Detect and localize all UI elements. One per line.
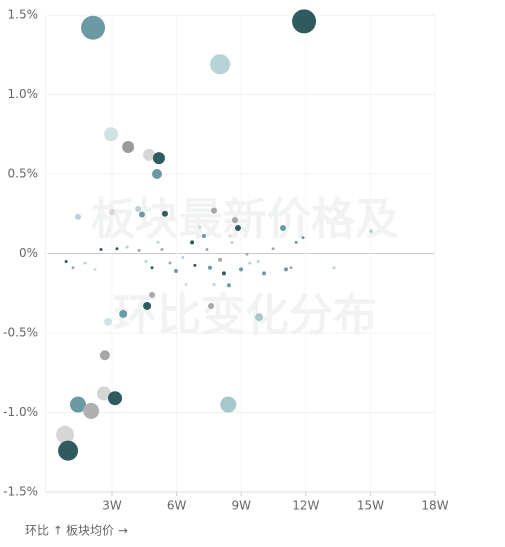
- bubble: [81, 15, 106, 40]
- bubble: [58, 440, 79, 461]
- bubble: [104, 317, 113, 326]
- bubble: [301, 236, 305, 240]
- bubble: [143, 301, 152, 310]
- bubble: [74, 213, 81, 220]
- bubble: [99, 350, 110, 361]
- bubble: [150, 266, 154, 270]
- bubble: [198, 225, 202, 229]
- bubble: [152, 169, 163, 179]
- bubble: [255, 313, 264, 322]
- bubble: [220, 396, 237, 413]
- bubble: [283, 267, 288, 272]
- y-tick-label: -1.5%: [3, 485, 38, 499]
- bubble: [64, 259, 68, 263]
- bubble: [115, 247, 119, 251]
- bubble: [152, 152, 165, 165]
- bubble: [168, 261, 172, 265]
- bubble: [208, 302, 215, 309]
- x-tick-label: 3W: [102, 499, 122, 513]
- bubble: [149, 291, 156, 298]
- bubble: [190, 240, 195, 245]
- bubble: [119, 309, 128, 318]
- bubble: [218, 257, 223, 262]
- bubble: [93, 267, 97, 271]
- x-tick-label: 9W: [231, 499, 251, 513]
- y-tick-label: -0.5%: [3, 326, 38, 340]
- x-tick-label: 18W: [421, 499, 448, 513]
- bubble: [234, 225, 241, 232]
- bubble: [332, 266, 336, 270]
- y-tick-label: -1.0%: [3, 405, 38, 419]
- bubble: [294, 240, 298, 244]
- bubble: [211, 207, 218, 214]
- bubble: [207, 265, 212, 270]
- bubble: [144, 259, 148, 263]
- bubble: [245, 252, 249, 256]
- y-axis-label: 环比 ↑: [25, 524, 63, 538]
- bubble: [256, 259, 260, 263]
- bubble: [181, 255, 185, 259]
- bubble: [289, 266, 293, 270]
- bubble: [230, 240, 234, 244]
- bubble: [135, 205, 142, 212]
- bubble: [56, 425, 75, 444]
- bubble: [137, 248, 141, 252]
- y-tick-label: 1.0%: [8, 87, 39, 101]
- bubble: [193, 263, 197, 267]
- bubble: [109, 209, 115, 216]
- y-tick-label: 0%: [19, 246, 38, 260]
- bubble: [71, 266, 75, 270]
- bubble: [201, 234, 206, 239]
- bubble: [212, 283, 216, 287]
- bubble: [248, 261, 252, 265]
- bubble: [138, 211, 145, 218]
- bubble: [369, 229, 374, 234]
- x-tick-label: 15W: [357, 499, 384, 513]
- bubble: [228, 234, 232, 238]
- bubble: [97, 386, 112, 401]
- bubble: [262, 271, 267, 276]
- bubble: [99, 248, 103, 252]
- bubble: [125, 245, 129, 249]
- watermark: 板块最新价格及: [91, 194, 399, 245]
- bubble: [104, 127, 119, 142]
- bubble: [161, 210, 168, 217]
- bubble: [108, 391, 123, 406]
- bubble: [173, 268, 178, 273]
- bubble: [83, 402, 100, 419]
- bubble: [210, 54, 231, 75]
- bubble: [143, 148, 156, 161]
- bubble: [83, 261, 87, 265]
- bubble: [160, 248, 164, 252]
- x-tick-label: 12W: [292, 499, 319, 513]
- bubble: [271, 247, 275, 251]
- bubble: [205, 248, 209, 252]
- bubble: [292, 9, 317, 34]
- x-axis-label: 板块均价 →: [66, 524, 128, 538]
- bubble: [226, 283, 231, 288]
- bubble: [238, 267, 243, 272]
- x-tick-label: 6W: [167, 499, 187, 513]
- bubble: [279, 225, 286, 232]
- y-tick-label: 0.5%: [8, 167, 39, 181]
- bubble: [184, 283, 188, 287]
- bubble: [122, 140, 135, 153]
- bubble: [156, 240, 160, 244]
- bubble: [231, 217, 238, 224]
- y-tick-label: 1.5%: [8, 8, 39, 22]
- bubble: [69, 396, 86, 413]
- bubble: [221, 271, 226, 276]
